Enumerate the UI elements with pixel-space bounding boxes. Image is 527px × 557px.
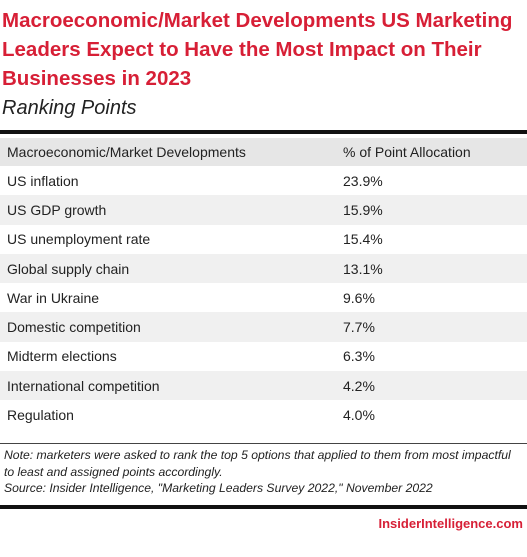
table-row: Global supply chain 13.1% [0, 253, 527, 284]
column-header-development: Macroeconomic/Market Developments [7, 144, 246, 160]
column-header-allocation: % of Point Allocation [343, 144, 471, 160]
row-label: Global supply chain [7, 260, 130, 277]
table-row: Regulation 4.0% [0, 400, 527, 429]
table-row: US inflation 23.9% [0, 166, 527, 195]
row-label: US unemployment rate [7, 231, 151, 248]
table-row: US GDP growth 15.9% [0, 195, 527, 225]
note-text: Note: marketers were asked to rank the t… [4, 448, 511, 479]
brand-logo-text: InsiderIntelligence.com [378, 516, 524, 531]
bottom-divider [0, 505, 527, 509]
row-label: Regulation [7, 407, 74, 424]
table-row: US unemployment rate 15.4% [0, 225, 527, 254]
table-body: US inflation 23.9% US GDP growth 15.9% US un… [0, 166, 527, 430]
row-label: Midterm elections [7, 348, 117, 365]
table-header-row: Macroeconomic/Market Developments % of P… [0, 138, 527, 166]
row-value: 15.9% [343, 201, 383, 218]
data-table: Macroeconomic/Market Developments % of P… [0, 138, 527, 430]
row-value: 4.2% [343, 377, 375, 394]
top-divider [0, 130, 527, 134]
row-label: Domestic competition [7, 319, 141, 336]
table-row: War in Ukraine 9.6% [0, 283, 527, 312]
footnote: Note: marketers were asked to rank the t… [4, 447, 524, 497]
source-text: Source: Insider Intelligence, "Marketing… [4, 481, 433, 495]
row-value: 6.3% [343, 348, 375, 365]
row-label: International competition [7, 377, 160, 394]
row-value: 13.1% [343, 260, 383, 277]
row-value: 9.6% [343, 289, 375, 306]
row-value: 4.0% [343, 407, 375, 424]
chart-subtitle: Ranking Points [2, 97, 137, 119]
note-divider [0, 443, 527, 444]
row-value: 23.9% [343, 172, 383, 189]
row-label: US inflation [7, 172, 79, 189]
row-value: 15.4% [343, 231, 383, 248]
row-label: War in Ukraine [7, 289, 100, 306]
table-row: Domestic competition 7.7% [0, 312, 527, 342]
chart-title: Macroeconomic/Market Developments US Mar… [2, 9, 513, 90]
row-label: US GDP growth [7, 201, 107, 218]
row-value: 7.7% [343, 319, 375, 336]
table-row: International competition 4.2% [0, 371, 527, 401]
table-row: Midterm elections 6.3% [0, 342, 527, 371]
